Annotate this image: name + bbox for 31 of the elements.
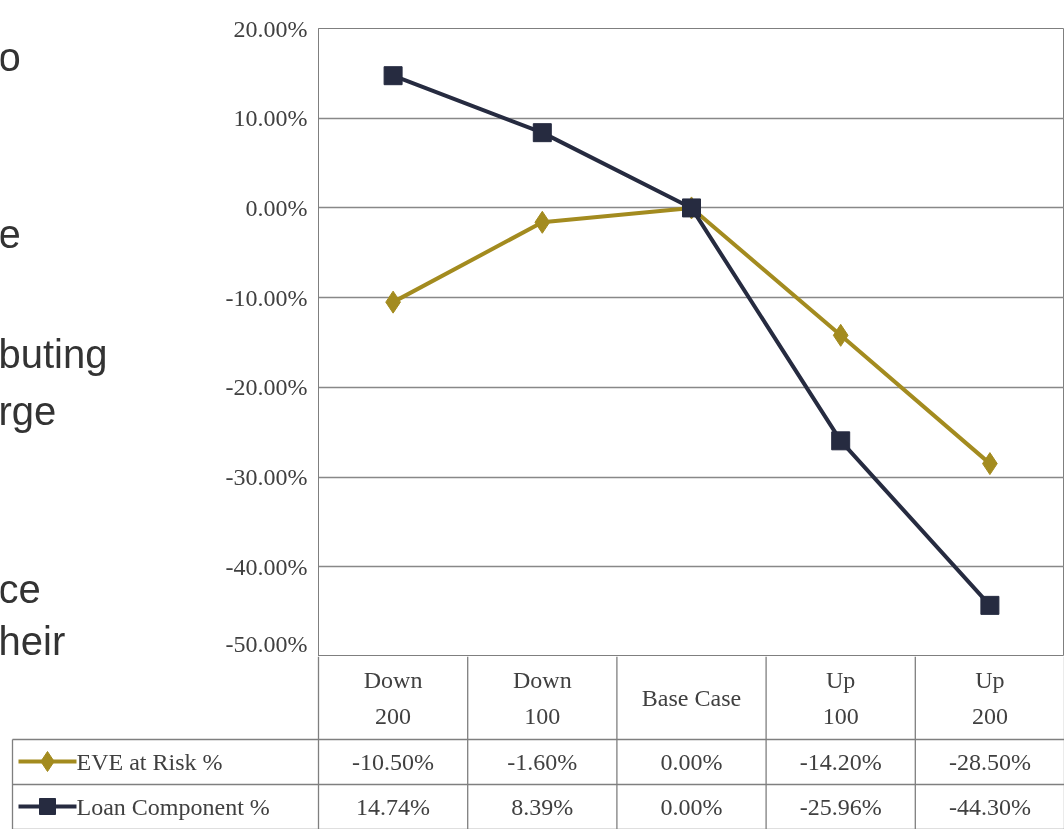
data-label: -28.50%: [948, 748, 1031, 775]
data-label: -44.30%: [948, 793, 1031, 820]
data-label: -25.96%: [799, 793, 882, 820]
y-tick-label: -50.00%: [225, 630, 308, 657]
x-tick-label: Up 100: [822, 667, 859, 729]
y-tick-label: 10.00%: [233, 105, 308, 132]
y-tick-label: -20.00%: [225, 374, 308, 401]
data-label: 8.39%: [511, 793, 574, 820]
data-label: -10.50%: [352, 748, 435, 775]
x-tick-label: Down 200: [363, 667, 423, 729]
text: o: [0, 35, 21, 80]
text: heir: [0, 619, 66, 664]
data-label: -1.60%: [507, 748, 578, 775]
y-tick-label: 0.00%: [245, 194, 308, 221]
y-tick-label: 20.00%: [233, 15, 308, 42]
x-tick-label: Base Case: [641, 685, 742, 711]
y-tick-label: -30.00%: [225, 464, 308, 491]
y-tick-label: -10.00%: [225, 284, 308, 311]
legend-label: EVE at Risk %: [76, 748, 223, 775]
data-label: 0.00%: [660, 793, 723, 820]
text: buting: [0, 331, 108, 376]
data-label: 0.00%: [660, 748, 723, 775]
x-tick-label: Up 200: [971, 667, 1008, 729]
data-label: 14.74%: [356, 793, 431, 820]
text: rge: [0, 389, 57, 434]
text: ce: [0, 566, 41, 611]
text: e: [0, 212, 21, 257]
legend-label: Loan Component %: [76, 793, 270, 820]
y-tick-label: -40.00%: [225, 553, 308, 580]
x-tick-label: Down 100: [512, 667, 572, 729]
data-label: -14.20%: [799, 748, 882, 775]
